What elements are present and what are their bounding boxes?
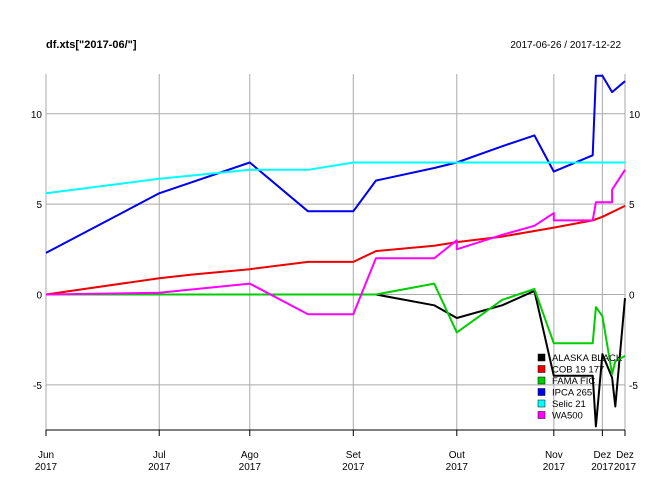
legend-swatch xyxy=(537,353,546,362)
y-tick-label-right: 5 xyxy=(629,200,635,211)
x-tick-label-year: 2017 xyxy=(614,462,637,473)
x-tick-label-month: Ago xyxy=(241,450,259,461)
legend-label: ALASKA BLACK xyxy=(552,353,623,364)
series-lines xyxy=(45,74,626,428)
x-tick-label-year: 2017 xyxy=(148,462,171,473)
legend-swatch xyxy=(537,399,546,408)
grid-lines xyxy=(45,74,626,430)
x-tick-label-year: 2017 xyxy=(35,462,58,473)
y-tick-label-left: 0 xyxy=(36,290,42,301)
x-tick-label-month: Set xyxy=(346,450,361,461)
y-tick-label-right: -5 xyxy=(629,381,638,392)
series-line-selic-21 xyxy=(45,161,625,195)
legend-swatch xyxy=(537,388,546,396)
series-line-fama-fic xyxy=(46,282,626,375)
series-line-wa500 xyxy=(45,169,626,316)
legend-swatch xyxy=(537,411,546,419)
legend-label: Selic 21 xyxy=(552,399,586,410)
legend-label: COB 19 177 xyxy=(552,365,604,376)
legend-swatch xyxy=(537,365,546,373)
date-range-label: 2017-06-26 / 2017-12-22 xyxy=(510,40,621,51)
x-tick-label-month: Dez xyxy=(593,450,611,461)
series-line-cob-19-177 xyxy=(45,204,626,296)
x-tick-label-month: Jun xyxy=(38,450,54,461)
x-tick-label-month: Nov xyxy=(545,450,563,461)
legend-label: IPCA 265 xyxy=(552,388,592,399)
x-tick-label-year: 2017 xyxy=(446,462,469,473)
x-tick-label-month: Out xyxy=(449,450,465,461)
x-tick-label-year: 2017 xyxy=(239,462,262,473)
x-tick-label-month: Dez xyxy=(616,450,634,461)
y-tick-label-right: 0 xyxy=(629,290,635,301)
series-line-alaska-black xyxy=(46,289,626,428)
y-tick-label-right: 10 xyxy=(629,110,641,121)
x-tick-label-year: 2017 xyxy=(342,462,365,473)
legend-label: FAMA FIC xyxy=(552,376,595,387)
y-tick-label-left: 5 xyxy=(36,200,42,211)
series-line-ipca-265 xyxy=(45,74,626,254)
x-tick-label-year: 2017 xyxy=(543,462,566,473)
axes: -5 -50 05 510 10Jun2017Jul2017Ago2017Set2017… xyxy=(31,110,641,473)
y-tick-label-left: -5 xyxy=(33,381,42,392)
legend-swatch xyxy=(537,376,546,385)
legend-label: WA500 xyxy=(552,411,583,422)
x-tick-label-month: Jul xyxy=(153,450,166,461)
x-tick-label-year: 2017 xyxy=(591,462,614,473)
y-tick-label-left: 10 xyxy=(31,110,43,121)
chart-title: df.xts["2017-06/"] xyxy=(46,39,137,51)
